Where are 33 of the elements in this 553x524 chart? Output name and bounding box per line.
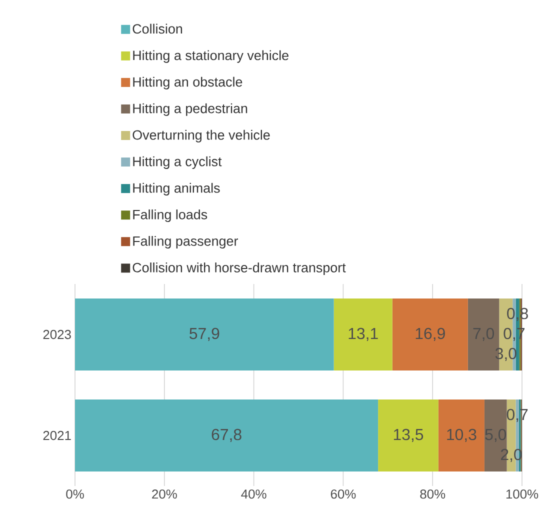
data-label: 0,8 xyxy=(507,308,528,322)
legend-label: Hitting a cyclist xyxy=(133,156,222,169)
legend-label: Hitting a stationary vehicle xyxy=(133,50,288,63)
data-label: 0,7 xyxy=(504,328,524,342)
bar xyxy=(378,399,438,472)
bar xyxy=(438,399,484,472)
data-label: 10,3 xyxy=(447,428,476,442)
x-tick-label: 80% xyxy=(420,490,446,499)
legend-label: Collision xyxy=(132,24,182,34)
legend-label: Collision with horse-drawn transport xyxy=(132,262,346,276)
x-tick-label: 60% xyxy=(330,490,356,499)
data-label: 13,1 xyxy=(348,328,378,342)
legend-label: Hitting an obstacle xyxy=(133,76,242,90)
y-tick-label: 2023 xyxy=(43,330,71,340)
bar xyxy=(392,298,468,370)
data-label: 13,5 xyxy=(394,428,424,442)
legend-label: Overturning the vehicle xyxy=(132,130,270,142)
legend-label: Hitting animals xyxy=(133,182,220,196)
legend-label: Hitting a pedestrian xyxy=(133,103,248,116)
y-tick-label: 2021 xyxy=(43,430,71,440)
x-tick-label: 40% xyxy=(241,490,266,499)
bar xyxy=(334,298,392,370)
bar xyxy=(75,298,334,370)
x-tick-label: 100% xyxy=(506,490,538,499)
legend-label: Falling passenger xyxy=(133,236,238,249)
data-label: 2,0 xyxy=(500,448,522,462)
x-tick-label: 0% xyxy=(66,490,84,499)
x-tick-label: 20% xyxy=(152,490,177,499)
bar xyxy=(75,399,378,472)
legend-label: Falling loads xyxy=(133,209,208,222)
data-label: 16,9 xyxy=(416,328,445,342)
data-label: 57,9 xyxy=(190,328,220,342)
data-label: 67,8 xyxy=(212,428,242,442)
